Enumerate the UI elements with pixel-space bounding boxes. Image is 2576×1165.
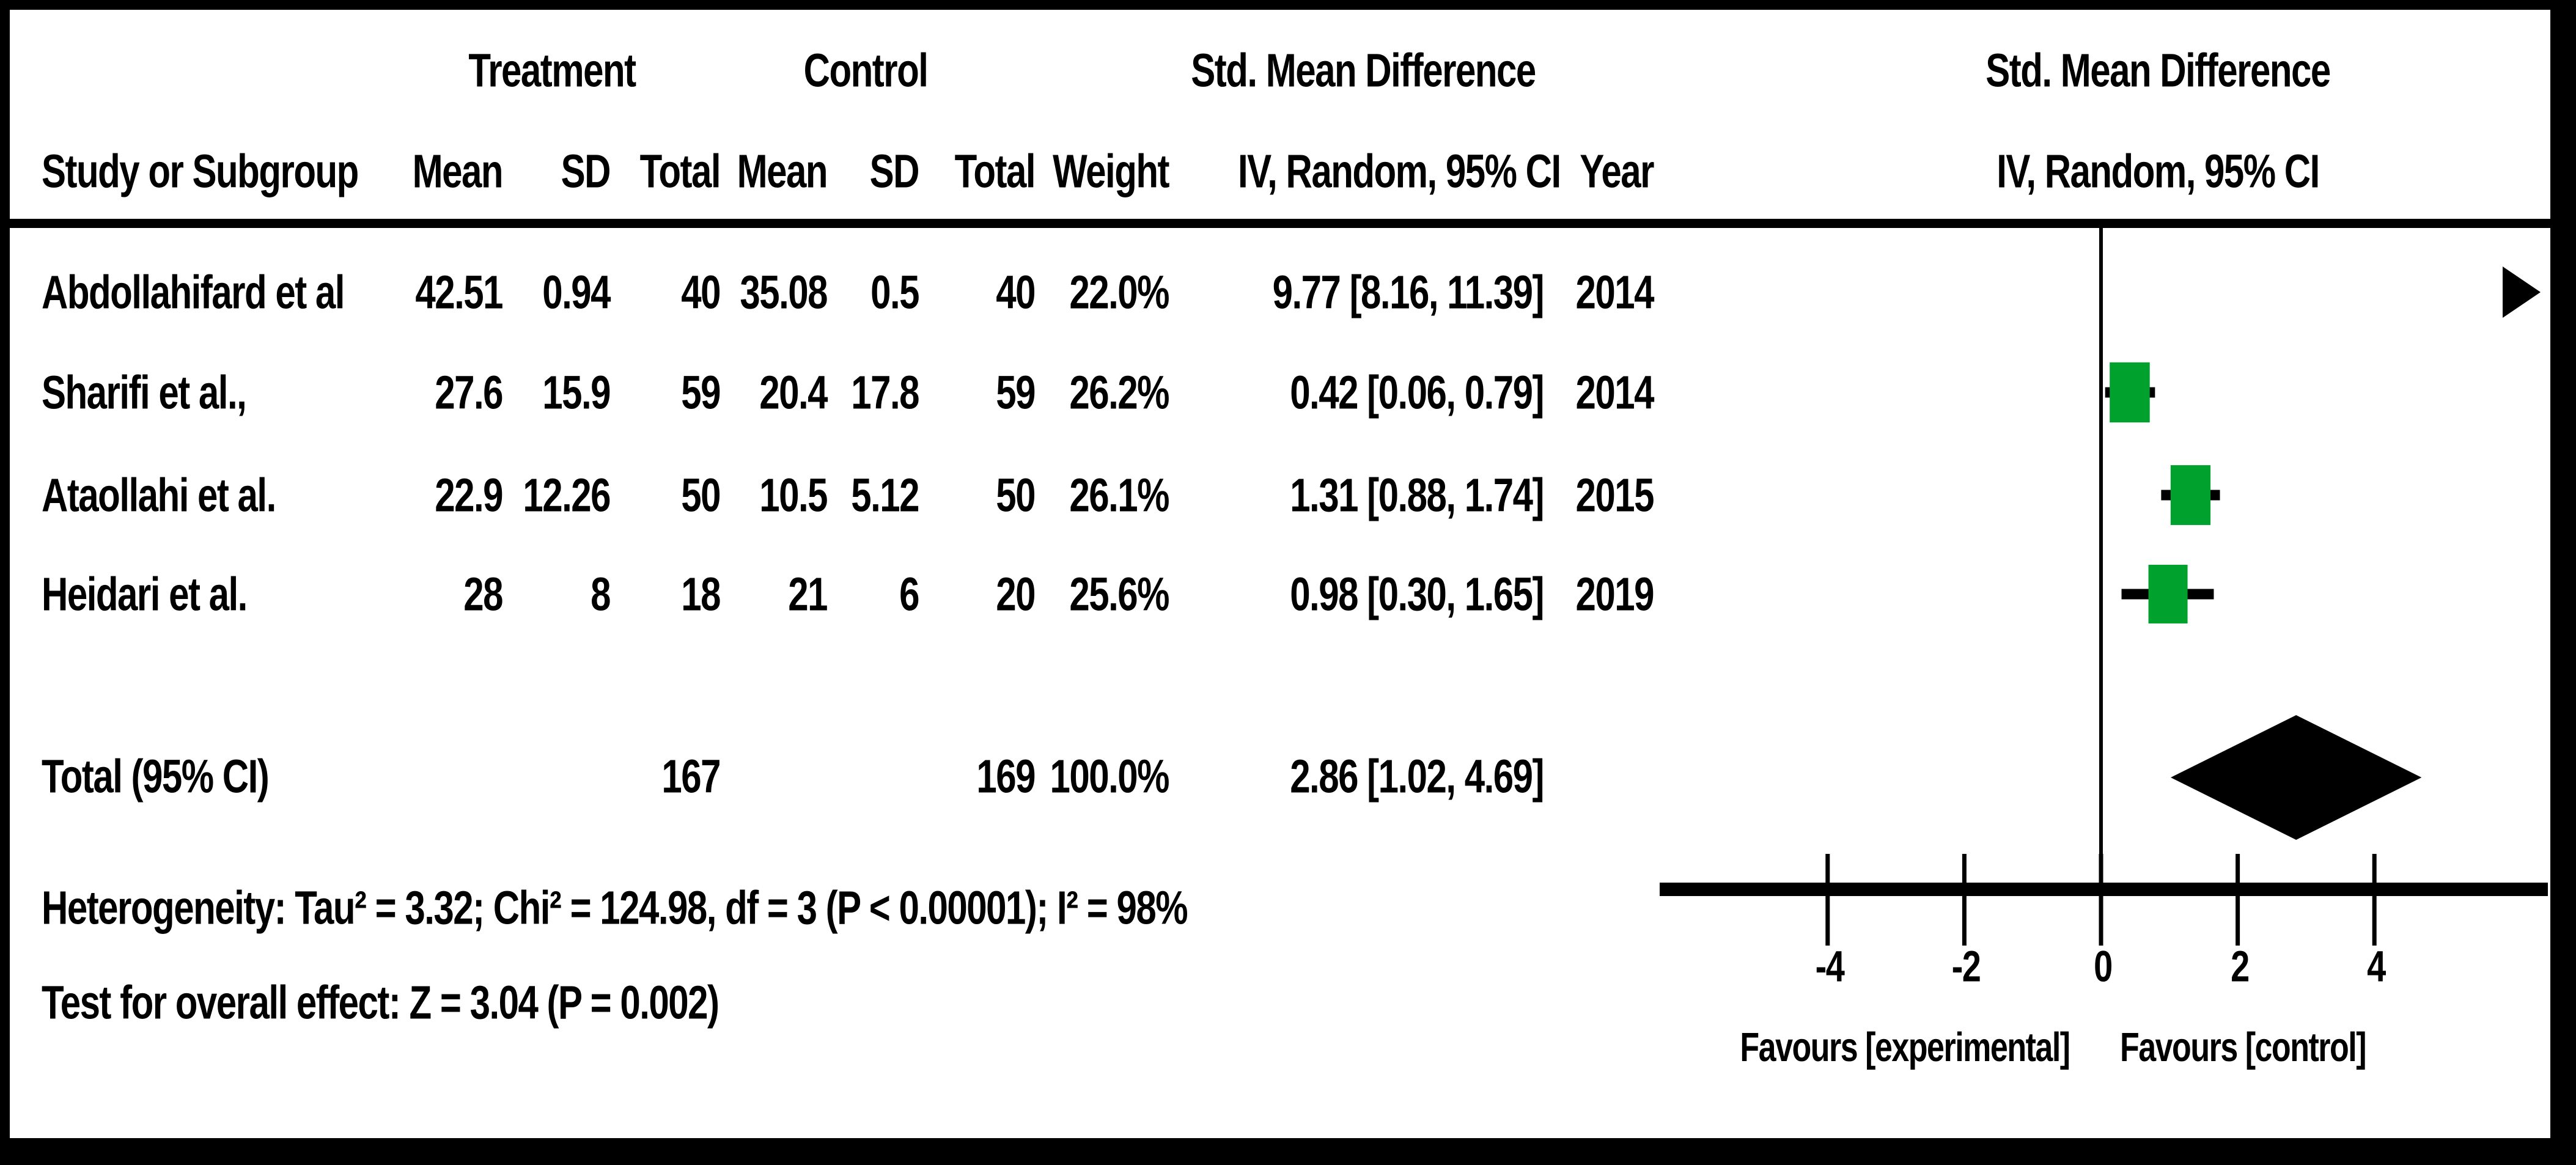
treatment-group-header: Treatment — [468, 44, 636, 97]
offscale-right-arrow — [2503, 266, 2541, 318]
study-name: Ataollahi et al. — [42, 469, 276, 522]
sd-control-value: 0.5 — [870, 266, 919, 319]
overall-smd-ci: 2.86 [1.02, 4.69] — [1290, 750, 1544, 803]
mean-treatment-value: 42.51 — [415, 266, 503, 319]
control-group-header: Control — [803, 44, 929, 97]
heterogeneity-text: Heterogeneity: Tau² = 3.32; Chi² = 124.9… — [42, 881, 1188, 935]
plot-iv-ci-header: IV, Random, 95% CI — [1996, 145, 2320, 198]
study-name: Sharifi et al., — [42, 366, 247, 419]
weight-value: 26.1% — [1069, 469, 1169, 522]
year-value: 2014 — [1575, 266, 1655, 319]
col-header-study: Study or Subgroup — [42, 145, 359, 198]
col-header-sd-control: SD — [869, 145, 920, 198]
smd-ci-value: 0.42 [0.06, 0.79] — [1290, 366, 1544, 419]
total-control-value: 50 — [996, 469, 1036, 522]
sd-treatment-value: 12.26 — [523, 469, 611, 522]
overall-effect-diamond — [2171, 715, 2422, 840]
col-header-mean-treatment: Mean — [412, 145, 504, 198]
total-treatment-value: 59 — [681, 366, 721, 419]
sd-treatment-value: 0.94 — [542, 266, 611, 319]
col-header-iv-ci: IV, Random, 95% CI — [1238, 145, 1561, 198]
col-header-year: Year — [1580, 145, 1654, 198]
sd-control-value: 5.12 — [851, 469, 919, 522]
favours-experimental-label: Favours [experimental] — [1740, 1024, 2070, 1071]
mean-control-value: 10.5 — [759, 469, 828, 522]
favours-control-label: Favours [control] — [2119, 1024, 2367, 1071]
effect-marker-square — [2110, 362, 2150, 423]
year-value: 2015 — [1575, 469, 1655, 522]
total-control-value: 40 — [996, 266, 1036, 319]
effect-marker-square — [2170, 465, 2211, 525]
total-treatment-n: 167 — [661, 750, 721, 803]
mean-treatment-value: 27.6 — [435, 366, 503, 419]
sd-treatment-value: 15.9 — [542, 366, 611, 419]
axis-tick-label: 2 — [2231, 941, 2250, 991]
mean-control-value: 20.4 — [759, 366, 828, 419]
smd-ci-value: 0.98 [0.30, 1.65] — [1290, 568, 1544, 621]
overall-effect-text: Test for overall effect: Z = 3.04 (P = 0… — [42, 976, 719, 1029]
weight-value: 26.2% — [1069, 366, 1169, 419]
axis-tick-label: 4 — [2367, 941, 2386, 991]
mean-control-value: 35.08 — [740, 266, 828, 319]
total-treatment-value: 18 — [681, 568, 721, 621]
smd-column-group-header: Std. Mean Difference — [1191, 44, 1536, 97]
total-treatment-value: 50 — [681, 469, 721, 522]
col-header-weight: Weight — [1053, 145, 1169, 198]
smd-plot-group-header: Std. Mean Difference — [1985, 44, 2331, 97]
sd-control-value: 17.8 — [851, 366, 919, 419]
mean-treatment-value: 28 — [463, 568, 503, 621]
effect-marker-square — [2148, 565, 2188, 623]
header-rule — [10, 219, 2550, 228]
axis-tick-label: 0 — [2094, 941, 2113, 991]
smd-ci-value: 9.77 [8.16, 11.39] — [1272, 266, 1545, 319]
total-control-value: 59 — [996, 366, 1036, 419]
year-value: 2014 — [1575, 366, 1655, 419]
axis-tick-label: -2 — [1951, 941, 1981, 991]
total-weight: 100.0% — [1050, 750, 1170, 803]
mean-treatment-value: 22.9 — [435, 469, 503, 522]
weight-value: 25.6% — [1069, 568, 1169, 621]
mean-control-value: 21 — [788, 568, 828, 621]
col-header-total-control: Total — [954, 145, 1036, 198]
col-header-total-treatment: Total — [639, 145, 721, 198]
col-header-mean-control: Mean — [737, 145, 828, 198]
total-row-label: Total (95% CI) — [42, 750, 270, 803]
sd-treatment-value: 8 — [591, 568, 611, 621]
total-treatment-value: 40 — [681, 266, 721, 319]
col-header-sd-treatment: SD — [561, 145, 611, 198]
sd-control-value: 6 — [899, 568, 919, 621]
study-name: Heidari et al. — [42, 568, 248, 621]
total-control-value: 20 — [996, 568, 1036, 621]
total-control-n: 169 — [976, 750, 1036, 803]
weight-value: 22.0% — [1069, 266, 1169, 319]
year-value: 2019 — [1575, 568, 1655, 621]
study-name: Abdollahifard et al — [42, 266, 345, 319]
smd-ci-value: 1.31 [0.88, 1.74] — [1290, 469, 1544, 522]
axis-tick-label: -4 — [1815, 941, 1845, 991]
